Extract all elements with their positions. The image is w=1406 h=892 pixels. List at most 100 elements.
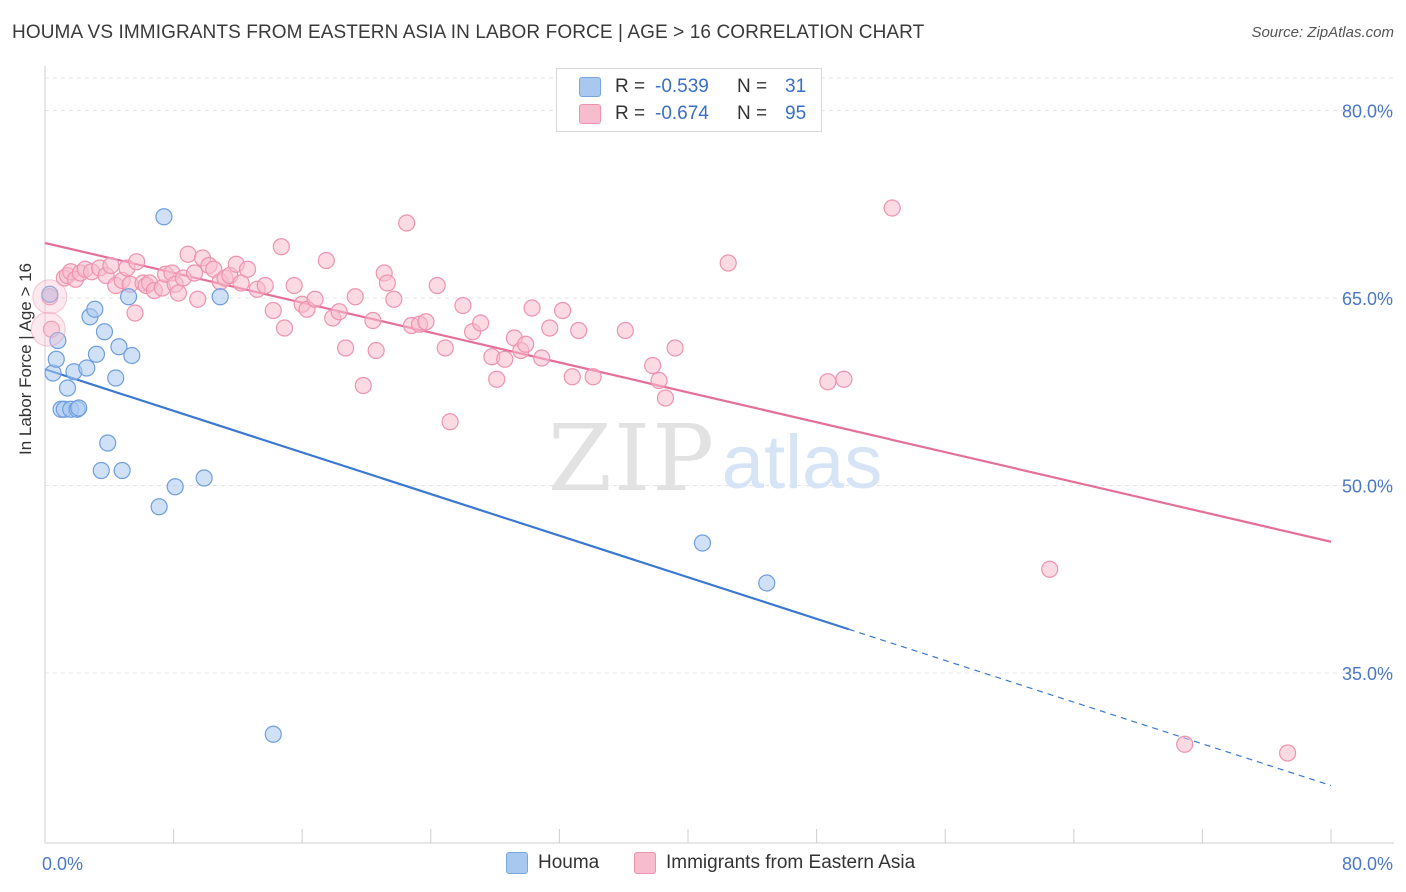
legend-n-value: 95 (785, 103, 807, 124)
point-eastern-asia (533, 349, 551, 367)
point-houma (264, 725, 282, 743)
point-eastern-asia (541, 319, 559, 337)
correlation-legend: R = -0.539 N = 31 R = -0.674 N = 95 (556, 68, 822, 132)
series-legend-houma: Houma (506, 852, 599, 874)
legend-swatch-houma (579, 77, 601, 97)
legend-row-eastern-asia: R = -0.674 N = 95 (579, 101, 807, 127)
point-houma (78, 359, 96, 377)
point-eastern-asia (554, 301, 572, 320)
point-houma (49, 331, 67, 350)
legend-r-key: R = (615, 103, 646, 124)
point-eastern-asia (238, 260, 257, 278)
point-houma (119, 288, 138, 306)
chart-title: HOUMA VS IMMIGRANTS FROM EASTERN ASIA IN… (12, 22, 925, 43)
point-eastern-asia (30, 311, 66, 347)
point-eastern-asia (306, 290, 324, 308)
point-eastern-asia (883, 199, 901, 217)
point-houma (150, 498, 168, 516)
legend-r-value: -0.539 (655, 76, 709, 97)
point-eastern-asia (256, 276, 274, 295)
point-eastern-asia (666, 339, 684, 357)
point-eastern-asia (650, 371, 668, 390)
watermark-atlas: atlas (722, 420, 883, 505)
point-eastern-asia (835, 370, 853, 388)
point-eastern-asia (169, 284, 188, 302)
point-eastern-asia (264, 301, 282, 320)
axes (44, 66, 1394, 844)
point-houma (693, 534, 712, 552)
legend-n-key: N = (737, 103, 768, 124)
series-swatch-eastern-asia (634, 852, 656, 874)
point-eastern-asia (496, 350, 514, 368)
point-houma (211, 288, 229, 306)
x-tick-labels: 0.0% 80.0% (42, 854, 1393, 874)
y-tick-label: 50.0% (1342, 477, 1393, 497)
point-eastern-asia (32, 279, 68, 315)
y-tick-label: 65.0% (1342, 289, 1393, 309)
point-eastern-asia (454, 296, 472, 315)
point-eastern-asia (179, 245, 197, 263)
point-houma (155, 208, 173, 226)
point-eastern-asia (185, 264, 204, 282)
point-houma (166, 478, 184, 496)
point-eastern-asia (563, 368, 581, 386)
series-label-houma: Houma (538, 852, 600, 873)
watermark: ZIP atlas (548, 405, 882, 512)
point-eastern-asia (656, 389, 675, 407)
point-eastern-asia (523, 299, 541, 317)
point-eastern-asia (1278, 744, 1297, 762)
point-eastern-asia (398, 214, 416, 232)
point-houma (86, 300, 104, 318)
point-eastern-asia (488, 370, 506, 388)
point-eastern-asia (285, 276, 303, 295)
trend-line-0 (44, 368, 850, 631)
point-eastern-asia (644, 356, 662, 375)
series-legend: Houma Immigrants from Eastern Asia (0, 852, 1406, 878)
point-eastern-asia (354, 376, 372, 395)
series-legend-eastern-asia: Immigrants from Eastern Asia (634, 852, 915, 874)
point-eastern-asia (272, 238, 290, 256)
point-eastern-asia (819, 373, 837, 391)
y-tick-label: 35.0% (1342, 664, 1393, 684)
point-houma (92, 461, 110, 480)
point-eastern-asia (367, 341, 385, 360)
point-houma (758, 574, 776, 592)
y-tick-label: 80.0% (1342, 102, 1393, 122)
point-houma (110, 338, 128, 356)
point-houma (195, 469, 213, 487)
point-houma (58, 379, 77, 397)
legend-r-value: -0.674 (655, 103, 709, 124)
point-eastern-asia (330, 303, 348, 321)
x-tick-label: 0.0% (42, 854, 83, 874)
point-eastern-asia (102, 256, 120, 275)
point-houma (87, 345, 106, 363)
trend-extension-0 (848, 628, 1332, 787)
point-eastern-asia (128, 253, 146, 271)
point-eastern-asia (364, 311, 382, 330)
trend-lines (44, 241, 1332, 787)
point-houma (113, 461, 131, 480)
point-houma (107, 369, 125, 387)
grid-lines (45, 77, 1394, 674)
point-houma (123, 346, 141, 365)
series-swatch-houma (506, 852, 528, 874)
point-eastern-asia (126, 304, 144, 322)
point-eastern-asia (570, 321, 588, 340)
point-eastern-asia (1041, 560, 1059, 578)
point-eastern-asia (472, 314, 490, 332)
point-eastern-asia (385, 290, 403, 308)
point-houma (99, 434, 117, 452)
data-points (30, 199, 1297, 762)
point-houma (41, 285, 59, 303)
point-eastern-asia (337, 339, 355, 357)
point-eastern-asia (1176, 735, 1194, 753)
source-label: Source: ZipAtlas.com (1251, 24, 1394, 41)
series-label-eastern-asia: Immigrants from Eastern Asia (666, 852, 916, 873)
y-tick-labels: 35.0% 50.0% 65.0% 80.0% (1342, 102, 1393, 685)
point-eastern-asia (428, 276, 446, 295)
legend-swatch-eastern-asia (579, 104, 601, 124)
point-eastern-asia (584, 368, 602, 386)
point-eastern-asia (417, 313, 435, 331)
point-eastern-asia (232, 274, 250, 292)
